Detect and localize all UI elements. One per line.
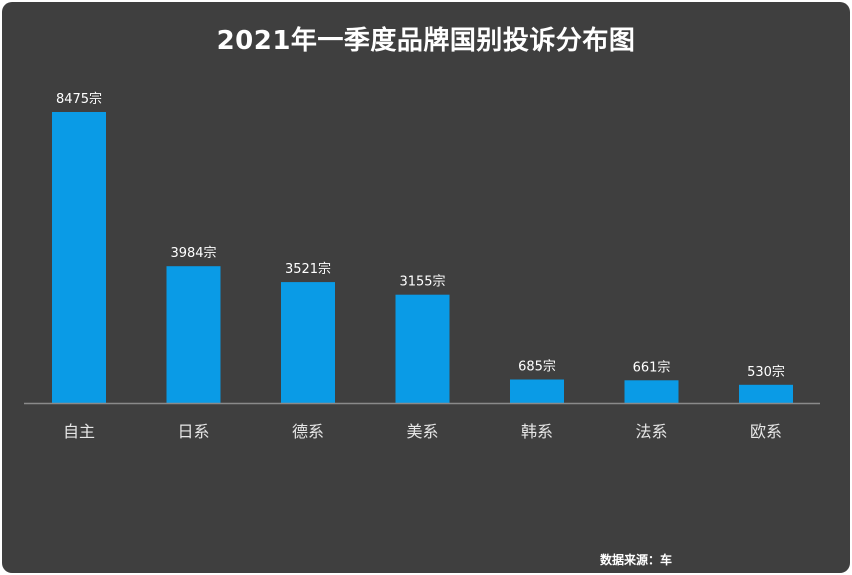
x-tick-label: 日系	[177, 422, 209, 441]
x-tick-label: 韩系	[521, 422, 553, 441]
chart-title: 2021年一季度品牌国别投诉分布图	[216, 26, 636, 56]
bar-韩系	[510, 379, 564, 403]
data-label: 661宗	[633, 359, 671, 375]
bar-法系	[624, 380, 679, 403]
data-label: 3155宗	[399, 274, 445, 290]
data-source-note: 数据来源：车	[600, 553, 673, 567]
bar-日系	[166, 266, 221, 403]
x-tick-label: 欧系	[750, 422, 782, 441]
x-tick-label: 美系	[406, 422, 438, 441]
x-tick-label: 德系	[292, 422, 324, 441]
bar-德系	[281, 282, 335, 403]
bar-美系	[395, 294, 450, 403]
x-tick-label: 自主	[63, 422, 95, 441]
data-label: 8475宗	[56, 91, 102, 107]
data-label: 530宗	[747, 364, 785, 380]
data-label: 685宗	[518, 359, 556, 375]
x-tick-label: 法系	[635, 422, 667, 441]
data-label: 3521宗	[285, 261, 331, 277]
data-label: 3984宗	[170, 245, 216, 261]
bar-欧系	[739, 384, 793, 403]
bar-自主	[52, 112, 106, 403]
